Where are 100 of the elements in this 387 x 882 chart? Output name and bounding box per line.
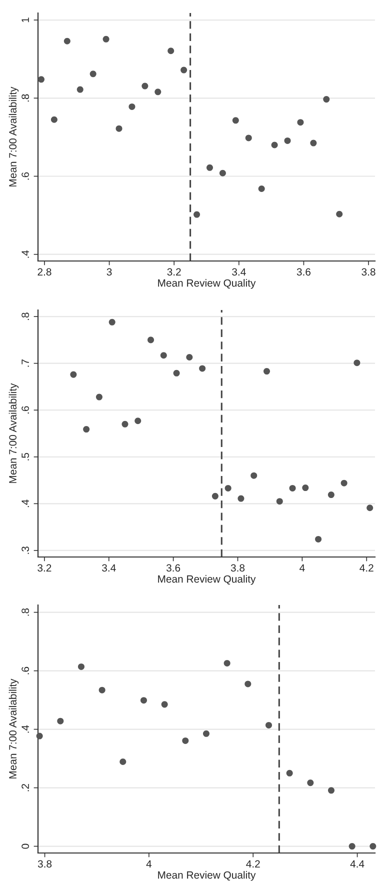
point — [245, 134, 252, 142]
y-tick-label: .5 — [22, 452, 29, 460]
y-tick-label: .4 — [22, 250, 29, 258]
y-tick-label: .6 — [22, 666, 29, 674]
point — [340, 480, 348, 486]
point — [263, 368, 270, 375]
point — [284, 137, 291, 144]
point — [142, 82, 148, 90]
point — [307, 780, 314, 786]
point — [244, 680, 252, 688]
point — [250, 472, 258, 479]
x-tick-label: 3.4 — [232, 268, 246, 276]
point — [354, 360, 360, 366]
point — [302, 484, 309, 492]
point — [315, 536, 322, 542]
point — [36, 732, 43, 740]
x-tick-label: 4.2 — [360, 564, 374, 572]
point — [328, 787, 335, 794]
point — [70, 371, 77, 378]
x-tick-label: 3 — [106, 268, 112, 276]
point — [199, 365, 206, 372]
x-tick-label: 3.8 — [230, 564, 245, 572]
y-tick-label: .4 — [22, 500, 29, 508]
y-tick-label: .6 — [22, 406, 29, 414]
point — [102, 36, 110, 42]
point — [182, 737, 189, 744]
point — [206, 164, 213, 171]
point — [348, 843, 356, 850]
point — [232, 117, 239, 124]
point — [154, 88, 162, 96]
x-axis-title: Mean Review Quality — [158, 279, 256, 289]
x-tick-label: 4.4 — [350, 860, 364, 868]
y-axis-title: Mean 7:00 Availability — [8, 678, 19, 778]
point — [50, 116, 58, 123]
point — [140, 697, 147, 704]
point — [289, 484, 296, 492]
point — [224, 484, 232, 492]
point — [168, 48, 174, 54]
x-tick-label: 3.6 — [296, 268, 310, 276]
point — [310, 140, 317, 146]
x-tick-label: 3.2 — [38, 564, 52, 572]
point — [366, 504, 374, 512]
x-tick-label: 2.8 — [38, 268, 52, 276]
point — [336, 210, 343, 218]
x-tick-label: 4 — [146, 860, 152, 868]
point — [276, 498, 283, 505]
point — [219, 170, 226, 176]
y-tick-label: .3 — [22, 546, 29, 554]
y-tick-label: .8 — [22, 608, 29, 616]
point — [224, 660, 230, 666]
y-axis-title: Mean 7:00 Availability — [8, 86, 19, 186]
point — [297, 119, 304, 126]
y-tick-label: .8 — [22, 312, 29, 320]
y-tick-label: .6 — [22, 172, 29, 180]
point — [64, 38, 70, 44]
point — [258, 185, 265, 192]
point — [96, 394, 102, 400]
point — [57, 718, 64, 724]
point — [238, 495, 244, 502]
x-tick-label: 3.8 — [362, 268, 376, 276]
x-tick-label: 3.2 — [167, 268, 181, 276]
y-tick-label: .4 — [22, 725, 29, 733]
y-tick-label: 1 — [22, 18, 29, 22]
x-tick-label: 4 — [300, 564, 305, 572]
point — [202, 730, 210, 737]
x-tick-label: 3.6 — [166, 564, 180, 572]
point — [120, 758, 126, 766]
point — [212, 492, 218, 500]
point — [83, 426, 90, 433]
point — [122, 420, 128, 428]
x-tick-label: 3.8 — [38, 860, 52, 868]
point — [134, 418, 142, 424]
point — [128, 103, 136, 110]
y-tick-label: .8 — [22, 94, 29, 102]
point — [370, 843, 376, 850]
point — [286, 770, 293, 776]
point — [180, 66, 188, 74]
y-tick-label: 0 — [22, 844, 29, 849]
point — [161, 701, 168, 708]
x-axis-title: Mean Review Quality — [158, 871, 256, 881]
point — [323, 96, 330, 103]
point — [173, 370, 180, 376]
point — [194, 211, 200, 218]
point — [98, 686, 106, 694]
point — [90, 70, 96, 78]
point — [38, 76, 44, 83]
point — [76, 86, 84, 93]
x-tick-label: 4.2 — [246, 860, 260, 868]
y-tick-label: .7 — [22, 360, 29, 367]
point — [265, 722, 272, 728]
point — [271, 142, 278, 148]
x-tick-label: 3.4 — [102, 564, 116, 572]
y-tick-label: .2 — [22, 784, 29, 792]
y-axis-title: Mean 7:00 Availability — [8, 383, 19, 483]
x-axis-title: Mean Review Quality — [158, 575, 256, 585]
point — [108, 318, 116, 326]
point — [116, 125, 122, 132]
point — [328, 492, 334, 498]
point — [78, 663, 84, 670]
point — [186, 354, 193, 361]
